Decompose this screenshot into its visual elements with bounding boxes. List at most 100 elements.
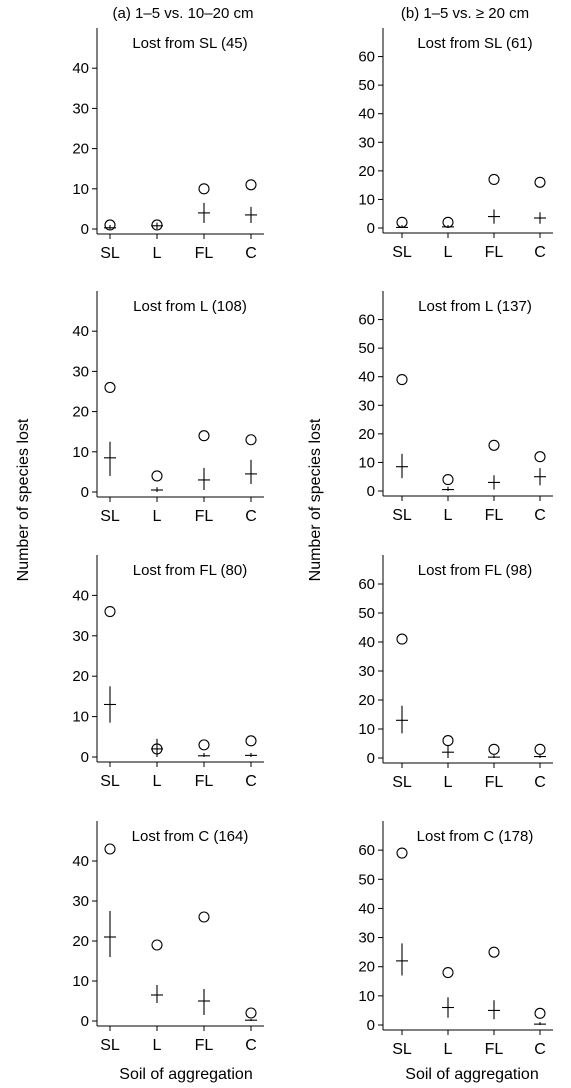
observed-point bbox=[245, 179, 257, 191]
y-tick-label: 30 bbox=[358, 397, 375, 414]
observed-point bbox=[534, 176, 546, 188]
observed-point bbox=[488, 173, 500, 185]
panel-b-7: 0 10 20 30 40 50 60 SL L FL C Lost from C (178) bbox=[358, 821, 553, 1058]
y-tick-label: 40 bbox=[358, 106, 375, 123]
y-tick-label: 30 bbox=[358, 663, 375, 680]
x-tick-label: SL bbox=[392, 244, 412, 261]
y-tick-label: 30 bbox=[72, 100, 89, 117]
observed-point bbox=[198, 430, 210, 442]
expected-range-mark bbox=[104, 441, 116, 476]
x-tick-label: FL bbox=[485, 774, 504, 791]
expected-range-mark bbox=[534, 1022, 546, 1025]
panel-title: Lost from C (164) bbox=[132, 828, 249, 845]
y-tick-label: 10 bbox=[358, 721, 375, 738]
expected-range-mark bbox=[245, 752, 257, 757]
x-tick-label: FL bbox=[485, 507, 504, 524]
y-tick-label: 60 bbox=[358, 842, 375, 859]
x-tick-label: SL bbox=[100, 508, 120, 525]
panel-a-0: 0 10 20 30 40 SL L FL C Lost from SL (45) bbox=[72, 28, 264, 262]
observed-point bbox=[245, 434, 257, 446]
observed-point bbox=[442, 966, 454, 979]
y-tick-label: 0 bbox=[81, 484, 89, 501]
observed-point bbox=[198, 911, 210, 923]
x-tick-label: FL bbox=[485, 1041, 504, 1058]
panel-a-6: 0 10 20 30 40 SL L FL C Lost from C (164) bbox=[72, 821, 264, 1054]
expected-range-mark bbox=[396, 225, 408, 228]
panel-title: Lost from L (108) bbox=[133, 298, 247, 315]
x-tick-label: FL bbox=[195, 773, 214, 790]
x-tick-label: SL bbox=[100, 1037, 120, 1054]
y-tick-label: 0 bbox=[367, 483, 375, 500]
expected-range-mark bbox=[442, 997, 454, 1018]
observed-point bbox=[534, 451, 546, 463]
y-tick-label: 40 bbox=[72, 323, 89, 340]
y-tick-label: 30 bbox=[358, 930, 375, 947]
y-tick-label: 60 bbox=[358, 312, 375, 329]
expected-range-mark bbox=[396, 705, 408, 734]
observed-point bbox=[396, 847, 408, 859]
observed-point bbox=[245, 735, 257, 747]
observed-point bbox=[534, 1007, 546, 1019]
observed-point bbox=[104, 843, 116, 855]
y-tick-label: 60 bbox=[358, 576, 375, 593]
y-tick-label: 0 bbox=[367, 1017, 375, 1034]
expected-range-mark bbox=[198, 467, 210, 490]
y-tick-label: 30 bbox=[358, 134, 375, 151]
x-tick-label: SL bbox=[100, 245, 120, 262]
y-tick-label: 10 bbox=[358, 988, 375, 1005]
y-tick-label: 50 bbox=[358, 77, 375, 94]
x-tick-label: FL bbox=[195, 1037, 214, 1054]
observed-point bbox=[151, 219, 163, 231]
y-axis-label-left: Number of species lost bbox=[15, 418, 32, 581]
expected-range-mark bbox=[151, 487, 163, 492]
y-tick-label: 20 bbox=[72, 141, 89, 158]
observed-point bbox=[198, 183, 210, 195]
x-tick-label: C bbox=[245, 773, 257, 790]
column-b-title: (b) 1–5 vs. ≥ 20 cm bbox=[401, 5, 529, 22]
x-tick-label: FL bbox=[485, 244, 504, 261]
x-tick-label: L bbox=[444, 774, 453, 791]
x-tick-label: C bbox=[534, 774, 546, 791]
expected-range-mark bbox=[442, 744, 454, 758]
x-tick-label: L bbox=[153, 245, 162, 262]
expected-range-mark bbox=[151, 222, 163, 229]
y-tick-label: 40 bbox=[72, 853, 89, 870]
expected-range-mark bbox=[245, 1019, 257, 1021]
y-tick-label: 10 bbox=[72, 181, 89, 198]
column-a-title: (a) 1–5 vs. 10–20 cm bbox=[113, 5, 254, 22]
y-tick-label: 60 bbox=[358, 49, 375, 66]
observed-point bbox=[245, 1007, 257, 1019]
x-tick-label: C bbox=[245, 1037, 257, 1054]
expected-range-mark bbox=[396, 453, 408, 479]
panel-title: Lost from SL (45) bbox=[132, 35, 247, 52]
expected-range-mark bbox=[198, 202, 210, 223]
expected-range-mark bbox=[442, 486, 454, 491]
y-tick-label: 10 bbox=[358, 454, 375, 471]
x-tick-label: L bbox=[153, 1037, 162, 1054]
y-tick-label: 10 bbox=[72, 973, 89, 990]
y-tick-label: 30 bbox=[72, 363, 89, 380]
y-tick-label: 20 bbox=[72, 404, 89, 421]
y-axis-label-right: Number of species lost bbox=[307, 418, 324, 581]
panel-b-1: 0 10 20 30 40 50 60 SL L FL C Lost from SL (61) bbox=[358, 28, 553, 261]
panel-title: Lost from FL (98) bbox=[418, 562, 532, 579]
x-tick-label: L bbox=[444, 507, 453, 524]
expected-range-mark bbox=[442, 225, 454, 228]
y-tick-label: 0 bbox=[81, 221, 89, 238]
expected-range-mark bbox=[104, 224, 116, 229]
x-tick-label: L bbox=[153, 773, 162, 790]
x-tick-label: FL bbox=[195, 245, 214, 262]
y-tick-label: 20 bbox=[358, 163, 375, 180]
expected-range-mark bbox=[198, 752, 210, 757]
expected-range-mark bbox=[104, 686, 116, 723]
expected-range-mark bbox=[488, 755, 500, 758]
panel-title: Lost from L (137) bbox=[418, 298, 532, 315]
y-tick-label: 20 bbox=[72, 668, 89, 685]
y-tick-label: 10 bbox=[72, 709, 89, 726]
expected-range-mark bbox=[534, 755, 546, 758]
y-tick-label: 0 bbox=[367, 220, 375, 237]
expected-range-mark bbox=[245, 459, 257, 484]
expected-range-mark bbox=[104, 911, 116, 957]
y-tick-label: 50 bbox=[358, 340, 375, 357]
